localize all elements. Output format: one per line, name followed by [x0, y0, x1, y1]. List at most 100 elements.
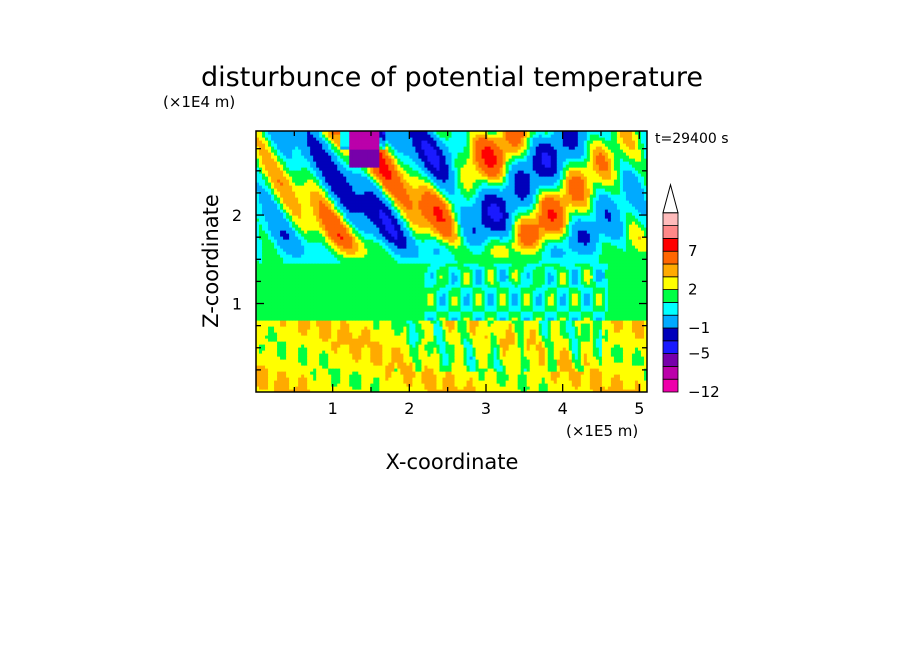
heatmap-cell — [397, 302, 401, 306]
heatmap-cell — [616, 332, 621, 336]
heatmap-cell — [445, 380, 450, 384]
heatmap-cell — [274, 305, 278, 309]
heatmap-cell — [388, 353, 392, 357]
heatmap-cell — [409, 311, 414, 315]
heatmap-cell — [604, 290, 609, 294]
heatmap-cell — [571, 320, 576, 324]
heatmap-cell — [358, 284, 362, 288]
heatmap-cell — [292, 326, 296, 330]
heatmap-cell — [286, 326, 290, 330]
heatmap-cell — [502, 386, 507, 390]
heatmap-cell — [355, 284, 359, 288]
heatmap-cell — [448, 293, 453, 297]
heatmap-cell — [469, 383, 474, 387]
heatmap-cell — [475, 311, 480, 315]
heatmap-cell — [322, 326, 326, 330]
heatmap-cell — [460, 374, 465, 378]
heatmap-cell — [259, 317, 263, 321]
heatmap-cell — [256, 296, 260, 300]
heatmap-cell — [289, 353, 293, 357]
heatmap-cell — [565, 332, 570, 336]
heatmap-cell — [628, 290, 633, 294]
heatmap-cell — [589, 290, 594, 294]
heatmap-cell — [550, 341, 555, 345]
heatmap-cell — [349, 383, 353, 387]
heatmap-cell — [358, 326, 362, 330]
heatmap-cell — [313, 338, 317, 342]
heatmap-cell — [562, 362, 567, 366]
heatmap-cell — [520, 356, 525, 360]
heatmap-cell — [514, 290, 519, 294]
heatmap-cell — [358, 380, 362, 384]
heatmap-cell — [535, 323, 540, 327]
heatmap-cell — [361, 338, 365, 342]
heatmap-cell — [256, 359, 260, 363]
heatmap-cell — [550, 287, 555, 291]
heatmap-cell — [631, 353, 636, 357]
heatmap-cell — [580, 278, 585, 282]
heatmap-cell — [607, 305, 612, 309]
heatmap-cell — [325, 353, 329, 357]
heatmap-cell — [502, 281, 507, 285]
heatmap-cell — [415, 371, 420, 375]
heatmap-cell — [358, 278, 362, 282]
heatmap-cell — [454, 368, 459, 372]
heatmap-cell — [499, 278, 504, 282]
heatmap-cell — [346, 338, 350, 342]
heatmap-cell — [322, 302, 326, 306]
heatmap-cell — [328, 311, 332, 315]
heatmap-cell — [445, 356, 450, 360]
heatmap-cell — [613, 293, 618, 297]
heatmap-cell — [409, 359, 414, 363]
heatmap-cell — [271, 359, 275, 363]
heatmap-cell — [283, 326, 287, 330]
heatmap-cell — [472, 287, 477, 291]
heatmap-cell — [358, 317, 362, 321]
heatmap-cell — [304, 383, 308, 387]
heatmap-cell — [529, 302, 534, 306]
heatmap-cell — [592, 350, 597, 354]
heatmap-cell — [394, 344, 398, 348]
heatmap-cell — [433, 338, 438, 342]
heatmap-cell — [373, 374, 377, 378]
heatmap-cell — [307, 371, 311, 375]
heatmap-cell — [448, 317, 453, 321]
heatmap-cell — [358, 374, 362, 378]
heatmap-cell — [529, 314, 534, 318]
heatmap-cell — [625, 311, 630, 315]
heatmap-cell — [367, 368, 371, 372]
heatmap-cell — [436, 356, 441, 360]
heatmap-cell — [514, 377, 519, 381]
heatmap-cell — [367, 341, 371, 345]
heatmap-cell — [406, 317, 410, 321]
heatmap-cell — [406, 389, 410, 392]
heatmap-cell — [490, 383, 495, 387]
heatmap-cell — [322, 299, 326, 303]
heatmap-cell — [514, 359, 519, 363]
heatmap-cell — [499, 347, 504, 351]
heatmap-cell — [487, 317, 492, 321]
heatmap-cell — [589, 338, 594, 342]
heatmap-cell — [367, 347, 371, 351]
heatmap-cell — [385, 284, 389, 288]
heatmap-cell — [430, 299, 435, 303]
heatmap-cell — [355, 356, 359, 360]
heatmap-cell — [415, 380, 420, 384]
heatmap-cell — [292, 305, 296, 309]
heatmap-cell — [493, 347, 498, 351]
heatmap-cell — [598, 353, 603, 357]
heatmap-cell — [298, 380, 302, 384]
heatmap-cell — [463, 362, 468, 366]
heatmap-cell — [472, 344, 477, 348]
heatmap-cell — [319, 311, 323, 315]
heatmap-cell — [610, 374, 615, 378]
heatmap-cell — [607, 338, 612, 342]
heatmap-cell — [541, 359, 546, 363]
heatmap-cell — [268, 383, 272, 387]
heatmap-cell — [478, 317, 483, 321]
heatmap-cell — [367, 350, 371, 354]
heatmap-cell — [532, 281, 537, 285]
heatmap-cell — [277, 317, 281, 321]
heatmap-cell — [427, 365, 432, 369]
heatmap-cell — [502, 344, 507, 348]
